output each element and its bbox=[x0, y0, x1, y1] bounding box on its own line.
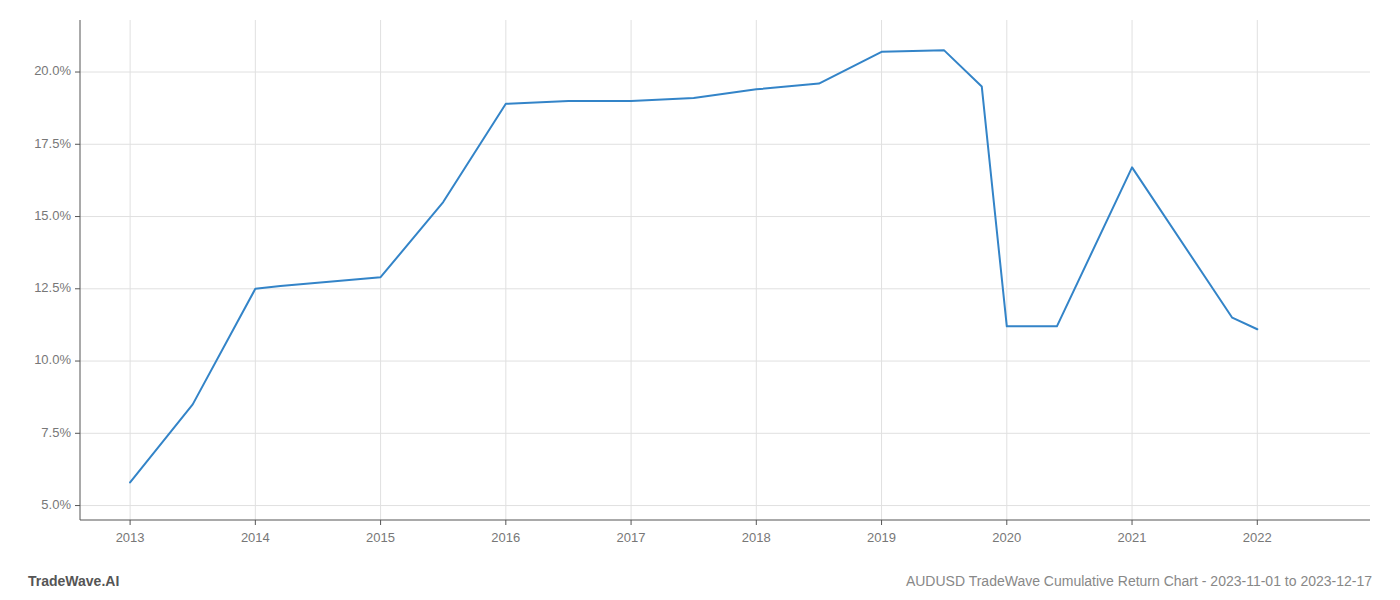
watermark: TradeWave.AI bbox=[28, 573, 119, 589]
x-tick bbox=[255, 520, 256, 525]
y-tick bbox=[75, 144, 80, 145]
y-grid-line bbox=[80, 144, 1370, 145]
x-axis-line bbox=[80, 520, 1370, 521]
x-tick bbox=[130, 520, 131, 525]
plot-area bbox=[130, 50, 1257, 482]
y-grid-line bbox=[80, 505, 1370, 506]
y-tick-label: 15.0% bbox=[34, 208, 71, 223]
line bbox=[130, 50, 1257, 482]
grid bbox=[80, 20, 1370, 520]
x-tick bbox=[1132, 520, 1133, 525]
y-tick bbox=[75, 505, 80, 506]
x-tick bbox=[881, 520, 882, 525]
y-tick-label: 12.5% bbox=[34, 280, 71, 295]
title: AUDUSD TradeWave Cumulative Return Chart… bbox=[906, 573, 1372, 589]
y-tick bbox=[75, 72, 80, 73]
x-tick-label: 2021 bbox=[1118, 530, 1147, 545]
x-tick-label: 2020 bbox=[992, 530, 1021, 545]
x-tick-label: 2017 bbox=[617, 530, 646, 545]
x-grid-line bbox=[1257, 20, 1258, 520]
x-tick bbox=[1006, 520, 1007, 525]
y-tick bbox=[75, 433, 80, 434]
x-tick bbox=[1257, 520, 1258, 525]
x-grid-line bbox=[631, 20, 632, 520]
x-grid-line bbox=[1132, 20, 1133, 520]
y-tick bbox=[75, 216, 80, 217]
y-axis-line bbox=[80, 20, 81, 520]
x-grid-line bbox=[881, 20, 882, 520]
chart: 5.0% 7.5% 10.0% 12.5% 15.0% 17.5% 20.0% 2013 201… bbox=[0, 0, 1400, 600]
x-tick-label: 2022 bbox=[1243, 530, 1272, 545]
x-tick-label: 2018 bbox=[742, 530, 771, 545]
y-grid-line bbox=[80, 72, 1370, 73]
y-grid-line bbox=[80, 288, 1370, 289]
x-grid-line bbox=[380, 20, 381, 520]
x-tick bbox=[631, 520, 632, 525]
x-grid-line bbox=[756, 20, 757, 520]
y-tick bbox=[75, 361, 80, 362]
x-tick-label: 2019 bbox=[867, 530, 896, 545]
x-tick-label: 2015 bbox=[366, 530, 395, 545]
x-tick-label: 2014 bbox=[241, 530, 270, 545]
x-tick-label: 2016 bbox=[491, 530, 520, 545]
x-tick bbox=[756, 520, 757, 525]
axes: 5.0% 7.5% 10.0% 12.5% 15.0% 17.5% 20.0% 2013 201… bbox=[34, 20, 1370, 545]
background bbox=[0, 0, 1400, 600]
x-tick-label: 2013 bbox=[116, 530, 145, 545]
y-tick-label: 17.5% bbox=[34, 136, 71, 151]
x-tick bbox=[505, 520, 506, 525]
x-grid-line bbox=[130, 20, 131, 520]
y-grid-line bbox=[80, 361, 1370, 362]
x-grid-line bbox=[505, 20, 506, 520]
y-tick-label: 5.0% bbox=[41, 497, 71, 512]
y-tick-label: 7.5% bbox=[41, 425, 71, 440]
x-grid-line bbox=[255, 20, 256, 520]
y-grid-line bbox=[80, 216, 1370, 217]
y-tick bbox=[75, 288, 80, 289]
x-grid-line bbox=[1006, 20, 1007, 520]
y-grid-line bbox=[80, 433, 1370, 434]
x-tick bbox=[380, 520, 381, 525]
y-tick-label: 20.0% bbox=[34, 63, 71, 78]
y-tick-label: 10.0% bbox=[34, 352, 71, 367]
